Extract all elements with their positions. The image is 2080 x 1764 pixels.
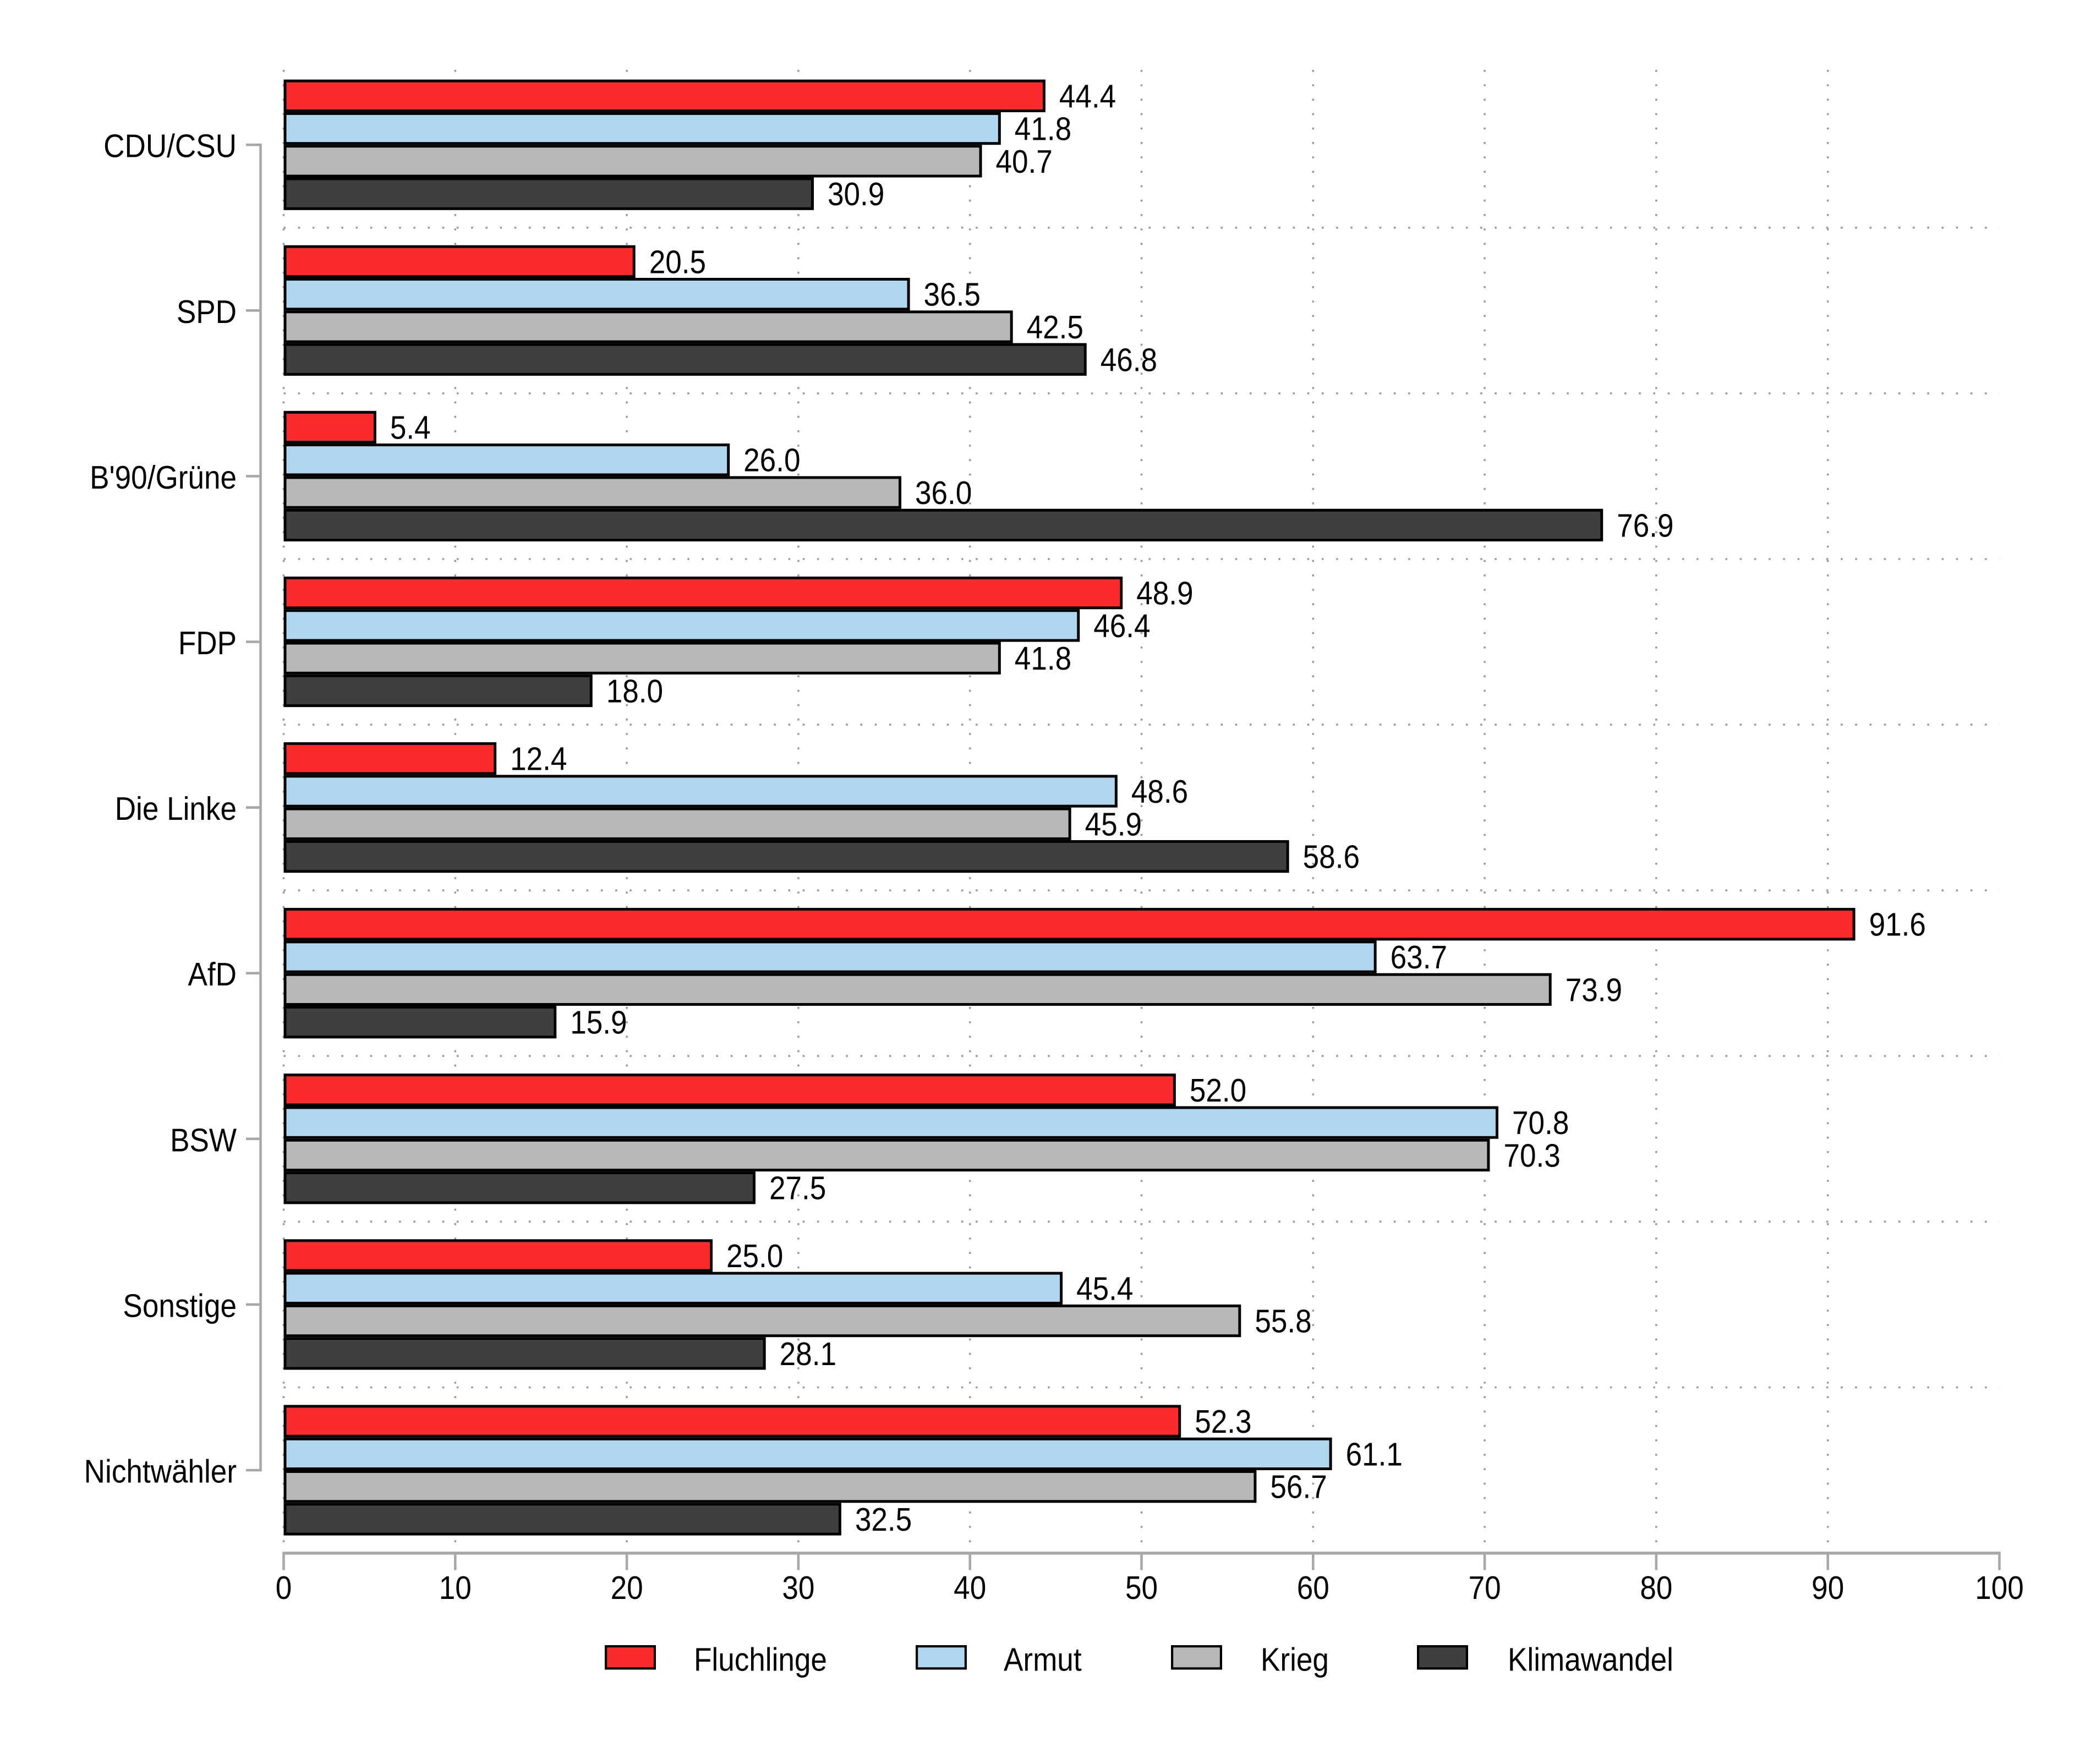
svg-text:100: 100 bbox=[1975, 1569, 2024, 1606]
svg-text:42.5: 42.5 bbox=[1027, 309, 1083, 345]
svg-text:28.1: 28.1 bbox=[780, 1335, 836, 1372]
svg-text:58.6: 58.6 bbox=[1303, 839, 1360, 875]
svg-text:50: 50 bbox=[1125, 1569, 1158, 1606]
svg-text:10: 10 bbox=[439, 1569, 472, 1606]
svg-text:0: 0 bbox=[276, 1569, 292, 1606]
svg-text:40: 40 bbox=[954, 1569, 986, 1606]
svg-text:41.8: 41.8 bbox=[1015, 640, 1071, 677]
svg-text:90: 90 bbox=[1811, 1569, 1844, 1606]
svg-text:60: 60 bbox=[1297, 1569, 1329, 1606]
svg-text:Armut: Armut bbox=[1004, 1641, 1082, 1678]
svg-text:SPD: SPD bbox=[177, 293, 237, 330]
svg-text:52.0: 52.0 bbox=[1190, 1072, 1246, 1108]
svg-text:91.6: 91.6 bbox=[1869, 906, 1926, 943]
svg-text:76.9: 76.9 bbox=[1617, 507, 1673, 544]
svg-text:25.0: 25.0 bbox=[726, 1237, 783, 1274]
svg-text:30: 30 bbox=[782, 1569, 814, 1606]
svg-text:Sonstige: Sonstige bbox=[123, 1288, 237, 1324]
svg-text:27.5: 27.5 bbox=[769, 1170, 826, 1206]
svg-text:48.6: 48.6 bbox=[1131, 773, 1188, 809]
svg-text:46.8: 46.8 bbox=[1101, 342, 1157, 378]
svg-text:12.4: 12.4 bbox=[510, 741, 567, 777]
svg-text:CDU/CSU: CDU/CSU bbox=[103, 128, 237, 164]
svg-text:36.5: 36.5 bbox=[924, 276, 981, 313]
svg-text:61.1: 61.1 bbox=[1346, 1436, 1403, 1472]
svg-text:AfD: AfD bbox=[188, 956, 237, 993]
svg-text:40.7: 40.7 bbox=[996, 143, 1053, 179]
svg-text:Die Linke: Die Linke bbox=[115, 790, 237, 826]
svg-text:Klimawandel: Klimawandel bbox=[1508, 1641, 1673, 1678]
svg-text:73.9: 73.9 bbox=[1566, 972, 1622, 1008]
svg-text:18.0: 18.0 bbox=[606, 673, 663, 709]
svg-text:30.9: 30.9 bbox=[828, 176, 884, 212]
svg-text:Fluchlinge: Fluchlinge bbox=[694, 1641, 827, 1678]
svg-text:70.8: 70.8 bbox=[1512, 1105, 1569, 1141]
svg-text:56.7: 56.7 bbox=[1270, 1469, 1327, 1505]
svg-text:52.3: 52.3 bbox=[1195, 1403, 1251, 1439]
svg-text:20: 20 bbox=[611, 1569, 643, 1606]
svg-text:Krieg: Krieg bbox=[1261, 1641, 1329, 1678]
svg-text:63.7: 63.7 bbox=[1391, 939, 1447, 975]
svg-text:70.3: 70.3 bbox=[1503, 1137, 1560, 1174]
svg-text:5.4: 5.4 bbox=[390, 409, 431, 446]
svg-text:26.0: 26.0 bbox=[743, 442, 800, 478]
svg-text:45.9: 45.9 bbox=[1085, 806, 1142, 842]
svg-text:36.0: 36.0 bbox=[915, 474, 972, 511]
svg-text:44.4: 44.4 bbox=[1059, 78, 1116, 114]
svg-text:70: 70 bbox=[1469, 1569, 1501, 1606]
svg-text:B'90/Grüne: B'90/Grüne bbox=[90, 459, 237, 495]
svg-text:32.5: 32.5 bbox=[855, 1501, 912, 1537]
svg-text:FDP: FDP bbox=[178, 624, 237, 661]
svg-text:45.4: 45.4 bbox=[1076, 1270, 1133, 1307]
svg-text:15.9: 15.9 bbox=[570, 1004, 627, 1040]
svg-text:Nichtwähler: Nichtwähler bbox=[84, 1453, 237, 1489]
svg-text:41.8: 41.8 bbox=[1015, 111, 1071, 147]
svg-text:48.9: 48.9 bbox=[1136, 575, 1193, 611]
svg-text:46.4: 46.4 bbox=[1093, 607, 1150, 644]
svg-text:55.8: 55.8 bbox=[1255, 1303, 1311, 1339]
svg-text:20.5: 20.5 bbox=[649, 244, 706, 280]
svg-text:80: 80 bbox=[1640, 1569, 1672, 1606]
svg-text:BSW: BSW bbox=[170, 1122, 237, 1158]
